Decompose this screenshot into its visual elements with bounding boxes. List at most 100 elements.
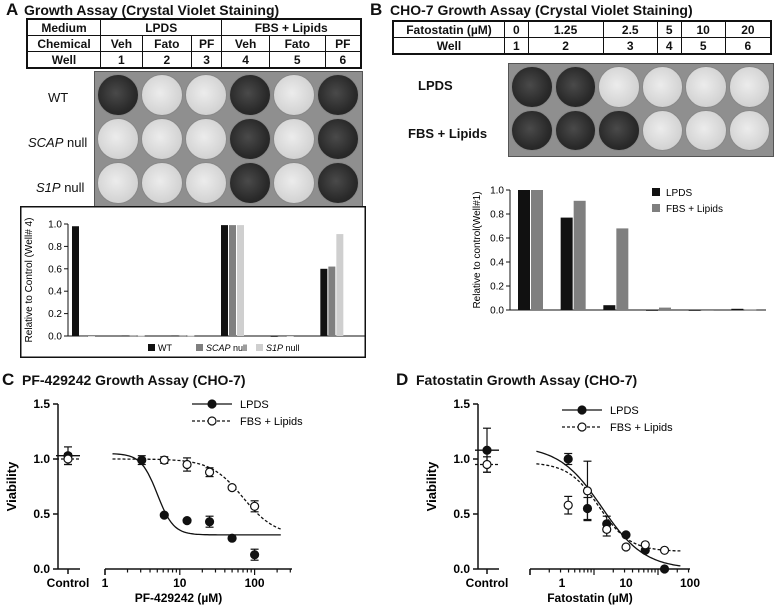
bar-wt [270, 336, 278, 337]
y-tick-label: 0.0 [33, 562, 50, 576]
well-image [317, 74, 359, 116]
well-cell: 2 [141, 51, 192, 69]
legend-swatch [148, 344, 155, 351]
well-image [685, 66, 727, 108]
well-image [554, 109, 596, 151]
y-tick-label: 0.4 [490, 258, 504, 269]
scap-suffix: null [63, 135, 88, 150]
conc-cell: 1.25 [527, 20, 604, 38]
conc-cell: 10 [680, 20, 726, 38]
panel-c-dose-response-chart: 0.0 0.5 1.0 1.5 Viability Control 1 10 100 PF-429… [4, 397, 303, 605]
medium-label: Medium [26, 18, 101, 36]
y-axis-label: Relative to Control (Well# 4) [24, 218, 35, 343]
legend-label: LPDS [240, 399, 269, 411]
bar-s1p-null [286, 336, 294, 337]
data-point-fbs-lipids [582, 486, 593, 496]
legend-swatch [256, 344, 263, 351]
chemical-cell: Fato [141, 35, 192, 52]
well-image [185, 162, 227, 204]
bar-scap-null [229, 225, 236, 336]
bar-scap-null [179, 335, 187, 337]
data-point-fbs-lipids [659, 545, 670, 555]
legend-label: LPDS [610, 405, 639, 417]
conc-cell: 20 [724, 20, 772, 38]
y-tick-label: 0.8 [490, 210, 504, 221]
panel-d-letter: D [396, 370, 409, 389]
bar-fbs-lipids [616, 228, 629, 310]
well-image [229, 118, 271, 160]
bar-s1p-null [336, 234, 344, 336]
y-tick-label: 0.5 [453, 507, 470, 521]
well-image [97, 118, 139, 160]
well-cell-b: 6 [724, 37, 772, 55]
row-label-fbs: FBS + Lipids [408, 126, 488, 141]
well-image [141, 74, 183, 116]
panel-b-letter: B [370, 0, 383, 19]
row-label-scap: SCAP null [28, 135, 87, 150]
panel-d-dose-response-chart: 0.0 0.5 1.0 1.5 Viability Control 1 10 100 Fatost… [424, 397, 700, 605]
bar-s1p-null [88, 336, 95, 337]
legend-label: WT [158, 343, 172, 353]
y-tick-label: 0.5 [33, 507, 50, 521]
legend-marker [207, 416, 217, 426]
well-image [229, 74, 271, 116]
x-axis-label: PF-429242 (µM) [135, 591, 223, 605]
well-cell: 4 [221, 51, 270, 69]
panel-d-title: Fatostatin Growth Assay (CHO-7) [416, 372, 638, 388]
well-image [728, 66, 770, 108]
x-tick-label: 10 [173, 576, 187, 590]
well-image [141, 118, 183, 160]
panel-a-header-table: Medium LPDS FBS + Lipids Chemical Veh Fa… [26, 18, 362, 69]
bar-scap-null [80, 336, 87, 337]
data-point-fbs-lipids [204, 467, 215, 477]
data-point-lpds [563, 454, 573, 464]
chemical-cell: Veh [100, 35, 143, 52]
legend-italic: S1P [266, 343, 283, 353]
legend-marker [577, 422, 587, 432]
well-cell-b: 2 [527, 37, 604, 55]
data-point-lpds [204, 517, 215, 527]
legend-label: LPDS [666, 188, 692, 199]
data-point-lpds [250, 550, 260, 560]
y-tick-label: 0.8 [48, 242, 62, 253]
bar-wt [171, 335, 179, 337]
panel-a-letter: A [6, 0, 19, 19]
well-cell: 5 [268, 51, 326, 69]
y-tick-label: 0.4 [48, 287, 62, 298]
well-image [185, 118, 227, 160]
well-image [317, 162, 359, 204]
legend-label: SCAP null [206, 343, 247, 353]
bar-scap-null [328, 266, 336, 336]
panel-a-bar-chart: 0.0 0.2 0.4 0.6 0.8 1.0 Relative to Control (W… [20, 206, 366, 358]
well-image [598, 109, 640, 151]
legend-label: FBS + Lipids [666, 204, 723, 215]
data-point-lpds [482, 445, 492, 455]
x-tick-label: 1 [102, 576, 109, 590]
y-tick-label: 1.0 [48, 220, 62, 231]
legend-marker [207, 399, 217, 409]
y-axis-label: Relative to control(Well#1) [472, 191, 483, 308]
y-tick-label: 0.6 [490, 234, 504, 245]
fit-curve-fbs-lipids [536, 463, 681, 552]
bar-scap-null [278, 336, 286, 337]
y-tick-label: 0.2 [48, 309, 62, 320]
bar-lpds [560, 217, 573, 310]
well-cell: 3 [190, 51, 223, 69]
bar-lpds [603, 305, 616, 310]
well-image [141, 162, 183, 204]
well-image [185, 74, 227, 116]
well-image [229, 162, 271, 204]
chart-frame [20, 206, 366, 358]
bar-s1p-null [187, 335, 195, 337]
legend-swatch [652, 204, 660, 212]
x-tick-label: 100 [680, 576, 700, 590]
data-point-lpds [159, 510, 169, 520]
bar-wt [121, 335, 129, 337]
well-cell: 1 [100, 51, 143, 69]
legend-swatch [196, 344, 203, 351]
x-tick-label: 100 [245, 576, 265, 590]
bar-lpds [688, 310, 701, 311]
s1p-suffix: null [60, 180, 85, 195]
well-cell-b: 3 [602, 37, 658, 55]
well-image [273, 118, 315, 160]
